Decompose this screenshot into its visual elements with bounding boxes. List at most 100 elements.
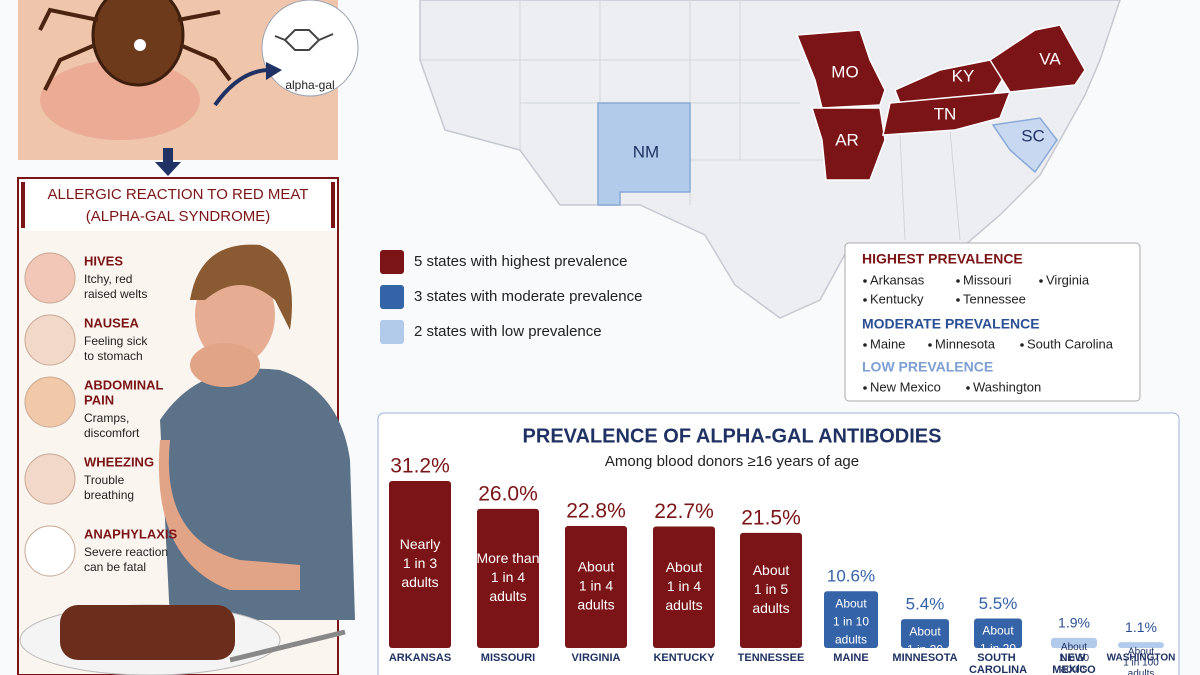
bar-annotation: About [909,624,941,638]
bullet [1020,343,1024,347]
symptom-icon [24,252,76,304]
steak [60,605,235,660]
bar [740,532,802,648]
state-name: Kentucky [870,291,924,306]
bar [653,526,715,648]
bar-annotation: 1 in 50 [1059,653,1089,664]
group-heading: LOW PREVALENCE [862,359,993,375]
panel-title: (ALPHA-GAL SYNDROME) [86,208,270,225]
x-tick-label: KENTUCKY [653,652,715,664]
value-label: 5.4% [906,595,945,614]
bar-annotation: About [1061,642,1087,653]
value-label: 22.8% [566,500,626,523]
down-arrow [155,148,181,176]
state-name: Maine [870,336,905,351]
symptom-name: HIVES [84,253,123,268]
bar-annotation: 1 in 3 [403,555,437,571]
highlighted-states [597,24,1086,206]
state-name: Minnesota [935,336,996,351]
chart-subtitle: Among blood donors ≥16 years of age [605,453,859,470]
value-label: 22.7% [654,500,714,523]
bar [565,525,627,648]
legend-label: 5 states with highest prevalence [414,253,627,270]
bar-annotation: adults [577,597,614,613]
value-label: 31.2% [390,455,450,478]
bar-annotation: 1 in 4 [579,578,613,594]
state-name: Virginia [1046,272,1090,287]
bar-annotation: adults [909,660,941,674]
symptom-desc: Trouble [84,473,125,487]
bar-annotation: adults [982,660,1014,674]
symptom-desc: breathing [84,488,134,502]
symptom-name: NAUSEA [84,315,140,330]
bullet [863,386,867,390]
bullet [928,343,932,347]
prevalence-box [844,242,1141,402]
legend-label: 3 states with moderate prevalence [414,288,642,305]
symptom-desc: can be fatal [84,560,146,574]
value-label: 26.0% [478,482,538,505]
bar-annotation: adults [752,600,789,616]
bullet [956,279,960,283]
bar-annotation: About [666,559,703,575]
legend-swatch [380,250,404,274]
x-tick-label: TENNESSEE [738,652,805,664]
panel-header [19,179,337,231]
bar [974,618,1022,648]
bar-annotation: adults [665,597,702,613]
bullet [863,298,867,302]
symptom-name: WHEEZING [84,454,154,469]
symptom-icon [24,376,76,428]
bar-chart: 31.2% Nearly 1 in 3 adults ARKANSAS 26.0% More… [389,455,1176,675]
value-label: 21.5% [741,506,801,529]
state-name: Tennessee [963,291,1026,306]
woman-hand [190,343,260,387]
symptom-desc: raised welts [84,287,147,301]
woman-arm [158,440,300,590]
bar [1118,642,1164,648]
bar [477,508,539,648]
symptom-desc: to stomach [84,349,143,363]
prevalence-lists: HIGHEST PREVALENCE Arkansas Missouri Virgin… [862,251,1114,395]
bar [389,481,451,648]
symptom-desc: Cramps, [84,411,129,425]
state-name: Arkansas [870,272,925,287]
symptom-desc: discomfort [84,426,140,440]
map-legend: 5 states with highest prevalence 3 states… [380,250,642,344]
bullet [966,386,970,390]
header-accent [331,182,335,228]
tick-legs [38,7,232,91]
legend-label: 2 states with low prevalence [414,323,602,340]
state-label: KY [952,66,975,85]
symptom-name: ANAPHYLAXIS [84,526,178,541]
bar-annotation: 1 in 100 [1123,657,1159,668]
bar [1051,637,1097,648]
value-label: 1.1% [1125,619,1157,635]
panel-title: ALLERGIC REACTION TO RED MEAT [48,186,309,203]
legend-swatch [380,320,404,344]
molecule [274,29,334,51]
bullet [956,298,960,302]
state-label: AR [835,130,859,149]
bar-annotation: 1 in 4 [491,569,525,585]
symptom-desc: Feeling sick [84,334,148,348]
x-tick-label: ARKANSAS [389,652,451,664]
bar-annotation: adults [1128,668,1155,675]
x-tick-label: NEW MEXICO [1052,652,1096,675]
legend-swatch [380,285,404,309]
bullet [1039,279,1043,283]
state-label: VA [1039,49,1061,68]
bar-annotation: More than [476,550,539,566]
bar-annotation: adults [835,632,867,646]
symptom-name: PAIN [84,392,114,407]
x-tick-label: MISSOURI [481,652,535,664]
bar-annotation: About [835,596,867,610]
bar-annotation: About [578,559,615,575]
value-label: 5.5% [979,594,1018,613]
symptom-icon [24,314,76,366]
arrow-head [266,62,282,80]
header-accent [21,182,25,228]
